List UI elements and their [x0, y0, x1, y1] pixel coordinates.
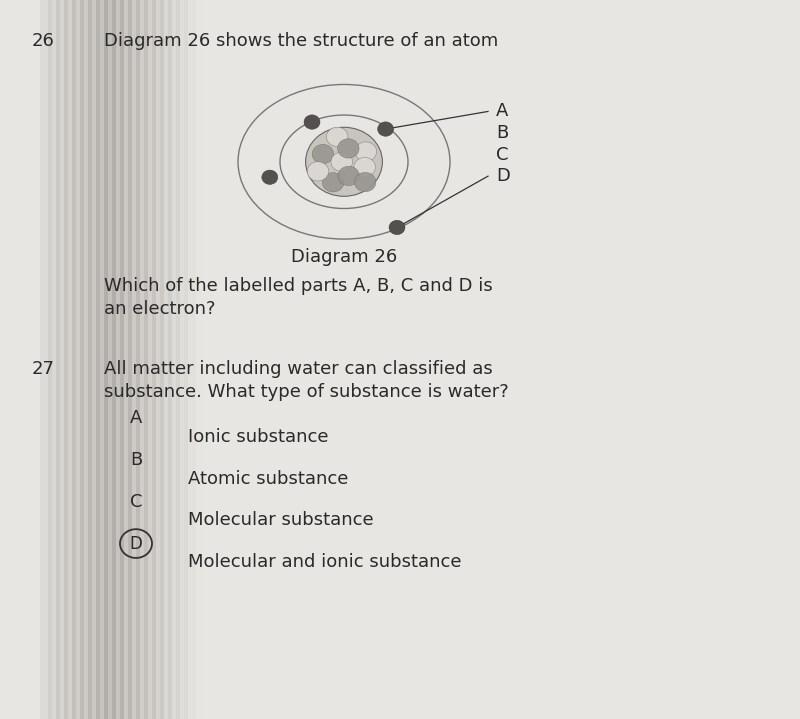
Circle shape	[331, 152, 353, 171]
Bar	[56, 0, 68, 719]
Bar	[168, 0, 180, 719]
Circle shape	[355, 142, 377, 161]
Text: B: B	[496, 124, 508, 142]
Bar	[176, 0, 188, 719]
Circle shape	[326, 127, 348, 147]
Bar	[192, 0, 204, 719]
Bar	[136, 0, 148, 719]
Text: Molecular substance: Molecular substance	[188, 511, 374, 529]
Text: 27: 27	[32, 360, 55, 377]
Text: C: C	[496, 145, 509, 164]
Bar	[88, 0, 100, 719]
Circle shape	[322, 173, 344, 192]
Bar	[152, 0, 164, 719]
Text: A: A	[130, 409, 142, 428]
Circle shape	[354, 173, 376, 192]
Circle shape	[338, 139, 359, 158]
Bar	[112, 0, 124, 719]
Circle shape	[307, 162, 329, 181]
Bar	[144, 0, 156, 719]
Bar	[184, 0, 196, 719]
Circle shape	[304, 115, 320, 129]
Circle shape	[378, 122, 394, 137]
Text: A: A	[496, 102, 508, 121]
Text: B: B	[130, 451, 142, 470]
Bar	[128, 0, 140, 719]
Circle shape	[262, 170, 278, 185]
Text: Which of the labelled parts A, B, C and D is
an electron?: Which of the labelled parts A, B, C and …	[104, 277, 493, 319]
Text: C: C	[130, 493, 142, 511]
Bar	[120, 0, 132, 719]
Text: D: D	[130, 534, 142, 553]
Bar	[64, 0, 76, 719]
Bar	[160, 0, 172, 719]
Text: All matter including water can classified as
substance. What type of substance i: All matter including water can classifie…	[104, 360, 509, 401]
Circle shape	[389, 220, 405, 234]
Text: Diagram 26: Diagram 26	[291, 248, 397, 266]
Bar	[40, 0, 52, 719]
Bar	[104, 0, 116, 719]
Bar	[96, 0, 108, 719]
Text: Atomic substance: Atomic substance	[188, 470, 348, 487]
Bar	[48, 0, 60, 719]
Bar	[72, 0, 84, 719]
Circle shape	[312, 145, 334, 164]
Text: D: D	[496, 167, 510, 186]
Bar	[80, 0, 92, 719]
Text: Molecular and ionic substance: Molecular and ionic substance	[188, 553, 462, 571]
Text: Ionic substance: Ionic substance	[188, 428, 329, 446]
Circle shape	[306, 127, 382, 196]
Circle shape	[354, 157, 375, 177]
Circle shape	[338, 166, 359, 186]
Text: 26: 26	[32, 32, 55, 50]
Text: Diagram 26 shows the structure of an atom: Diagram 26 shows the structure of an ato…	[104, 32, 498, 50]
